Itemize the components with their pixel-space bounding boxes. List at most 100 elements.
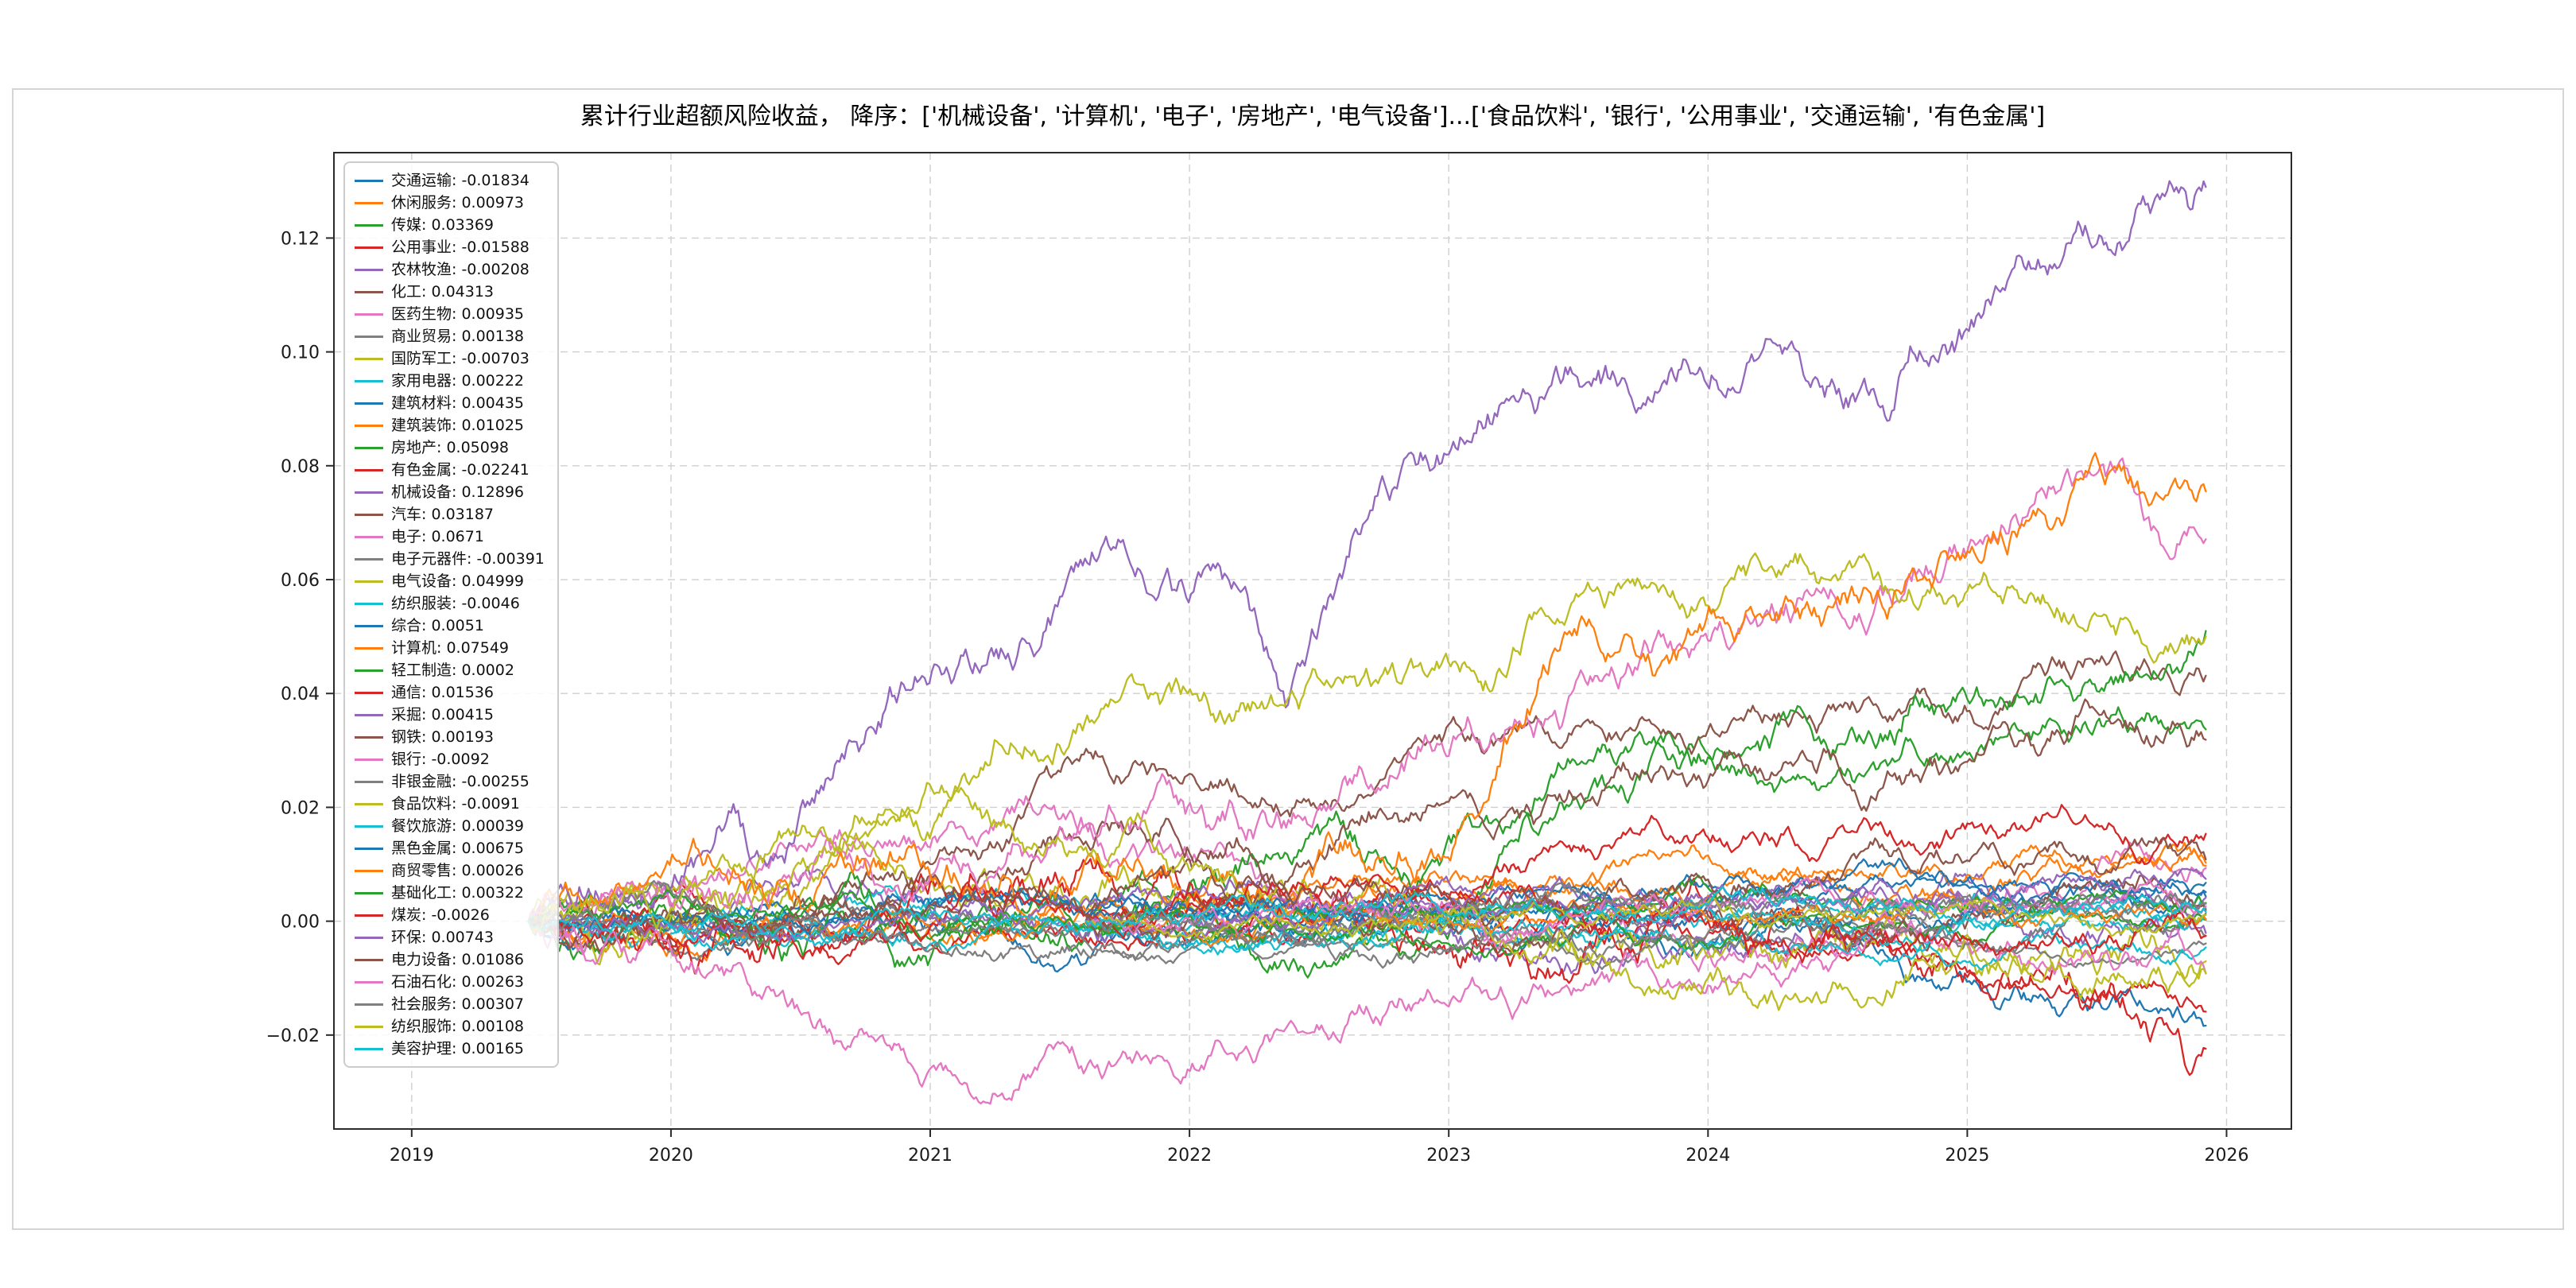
legend-item: 通信: 0.01536 (355, 681, 545, 704)
legend-label: 社会服务: 0.00307 (391, 995, 525, 1013)
legend-label: 纺织服装: -0.0046 (391, 594, 520, 612)
legend-label: 电子: 0.0671 (391, 527, 484, 545)
legend-label: 餐饮旅游: 0.00039 (391, 817, 525, 835)
legend-swatch (355, 869, 383, 872)
y-tick-label: 0.04 (281, 685, 320, 704)
legend-item: 建筑装饰: 0.01025 (355, 414, 545, 436)
legend-swatch (355, 980, 383, 983)
x-tick-label: 2020 (649, 1146, 693, 1166)
legend-label: 商贸零售: 0.00026 (391, 861, 525, 879)
legend-swatch (355, 780, 383, 783)
legend-swatch (355, 602, 383, 605)
legend-item: 公用事业: -0.01588 (355, 236, 545, 258)
legend-label: 有色金属: -0.02241 (391, 460, 530, 479)
legend-label: 计算机: 0.07549 (391, 638, 510, 657)
legend-item: 农林牧渔: -0.00208 (355, 258, 545, 281)
legend-item: 纺织服装: -0.0046 (355, 592, 545, 615)
x-tick-label: 2025 (1945, 1146, 1989, 1166)
legend-label: 家用电器: 0.00222 (391, 371, 525, 390)
legend-swatch (355, 1003, 383, 1006)
legend-item: 建筑材料: 0.00435 (355, 392, 545, 414)
legend-item: 煤炭: -0.0026 (355, 904, 545, 926)
series-line (527, 457, 2207, 956)
legend-swatch (355, 847, 383, 850)
figure-border (12, 88, 2564, 1230)
legend-item: 轻工制造: 0.0002 (355, 659, 545, 681)
series-line (527, 879, 2207, 969)
legend-item: 社会服务: 0.00307 (355, 993, 545, 1015)
legend-label: 房地产: 0.05098 (391, 438, 510, 456)
legend-item: 环保: 0.00743 (355, 926, 545, 949)
legend-swatch (355, 379, 383, 382)
legend-label: 电气设备: 0.04999 (391, 572, 525, 590)
legend-label: 国防军工: -0.00703 (391, 349, 530, 367)
legend-item: 美容护理: 0.00165 (355, 1038, 545, 1060)
legend-swatch (355, 1025, 383, 1028)
legend-label: 煤炭: -0.0026 (391, 906, 490, 924)
legend-item: 银行: -0.0092 (355, 748, 545, 770)
legend-swatch (355, 468, 383, 471)
series-line (527, 552, 2207, 966)
legend-item: 交通运输: -0.01834 (355, 169, 545, 192)
legend: 交通运输: -0.01834 休闲服务: 0.00973 传媒: 0.03369 公用… (343, 161, 559, 1068)
legend-swatch (355, 357, 383, 360)
legend-swatch (355, 268, 383, 271)
legend-label: 化工: 0.04313 (391, 282, 495, 301)
legend-item: 黑色金属: 0.00675 (355, 837, 545, 859)
legend-label: 传媒: 0.03369 (391, 215, 495, 234)
legend-label: 交通运输: -0.01834 (391, 171, 530, 189)
legend-item: 基础化工: 0.00322 (355, 882, 545, 904)
legend-item: 食品饮料: -0.0091 (355, 793, 545, 815)
legend-item: 餐饮旅游: 0.00039 (355, 815, 545, 837)
grid (334, 153, 2291, 1129)
legend-swatch (355, 223, 383, 227)
legend-swatch (355, 335, 383, 338)
legend-item: 休闲服务: 0.00973 (355, 192, 545, 214)
legend-label: 通信: 0.01536 (391, 683, 495, 701)
legend-label: 医药生物: 0.00935 (391, 305, 525, 323)
legend-label: 公用事业: -0.01588 (391, 238, 530, 256)
x-tick-label: 2022 (1167, 1146, 1212, 1166)
legend-item: 纺织服饰: 0.00108 (355, 1015, 545, 1038)
legend-swatch (355, 402, 383, 405)
ticks: 2019 2020 2021 2022 2023 2024 2025 2026 −0.02 0.0… (266, 229, 2249, 1166)
legend-item: 医药生物: 0.00935 (355, 303, 545, 325)
legend-swatch (355, 201, 383, 204)
x-tick-label: 2023 (1426, 1146, 1471, 1166)
legend-swatch (355, 713, 383, 716)
legend-swatch (355, 513, 383, 516)
legend-label: 银行: -0.0092 (391, 750, 490, 768)
legend-item: 化工: 0.04313 (355, 281, 545, 303)
legend-label: 建筑材料: 0.00435 (391, 394, 525, 412)
legend-swatch (355, 646, 383, 650)
legend-swatch (355, 424, 383, 427)
legend-item: 钢铁: 0.00193 (355, 726, 545, 748)
legend-label: 电子元器件: -0.00391 (391, 549, 545, 568)
legend-label: 采掘: 0.00415 (391, 705, 495, 724)
legend-swatch (355, 535, 383, 538)
legend-swatch (355, 179, 383, 182)
legend-label: 休闲服务: 0.00973 (391, 193, 525, 211)
series-lines (527, 180, 2207, 1105)
legend-label: 黑色金属: 0.00675 (391, 839, 525, 857)
series-line (527, 894, 2207, 952)
legend-label: 非银金融: -0.00255 (391, 772, 530, 790)
legend-swatch (355, 246, 383, 249)
legend-label: 美容护理: 0.00165 (391, 1039, 525, 1057)
plot-border (333, 152, 2292, 1130)
legend-item: 家用电器: 0.00222 (355, 370, 545, 392)
legend-item: 国防军工: -0.00703 (355, 347, 545, 370)
series-line (527, 180, 2207, 922)
legend-label: 钢铁: 0.00193 (391, 727, 495, 746)
x-tick-label: 2021 (908, 1146, 952, 1166)
legend-label: 农林牧渔: -0.00208 (391, 260, 530, 278)
legend-swatch (355, 891, 383, 894)
legend-item: 计算机: 0.07549 (355, 637, 545, 659)
legend-item: 商贸零售: 0.00026 (355, 859, 545, 882)
legend-swatch (355, 312, 383, 316)
legend-swatch (355, 936, 383, 939)
legend-label: 轻工制造: 0.0002 (391, 661, 514, 679)
legend-swatch (355, 624, 383, 627)
